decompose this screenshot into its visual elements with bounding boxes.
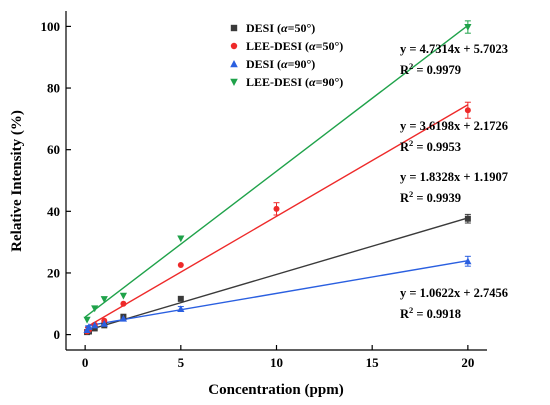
y-tick-label: 80 — [47, 81, 60, 96]
data-point — [91, 305, 99, 313]
fit-equation: y = 3.6198x + 2.1726 — [400, 119, 508, 133]
data-point — [177, 235, 185, 243]
fit-line — [84, 217, 469, 332]
data-point — [177, 261, 184, 268]
fit-equation: y = 1.0622x + 2.7456 — [400, 286, 508, 300]
legend-label: LEE-DESI (α=50°) — [246, 39, 343, 53]
y-tick-label: 40 — [47, 204, 60, 219]
data-point — [83, 316, 91, 324]
data-points — [83, 24, 472, 336]
legend-marker — [230, 24, 238, 32]
x-tick-label: 0 — [82, 355, 89, 370]
data-point — [464, 107, 471, 114]
legend-marker — [230, 60, 238, 68]
fit-r-squared: R2 = 0.9979 — [400, 61, 461, 77]
y-tick-label: 20 — [47, 265, 60, 280]
x-axis-title: Concentration (ppm) — [208, 382, 343, 398]
x-tick-label: 5 — [178, 355, 185, 370]
data-point — [273, 205, 280, 212]
data-point — [119, 292, 128, 300]
fit-r-squared: R2 = 0.9918 — [400, 305, 461, 321]
y-tick-label: 60 — [47, 142, 60, 157]
legend-marker — [230, 78, 238, 86]
data-point — [91, 321, 99, 329]
x-tick-label: 15 — [366, 355, 380, 370]
fit-lines — [84, 24, 469, 332]
data-point — [177, 305, 185, 313]
legend: DESI (α=50°) LEE-DESI (α=50°) DESI (α=90°)… — [230, 21, 343, 89]
fit-r-squared: R2 = 0.9953 — [400, 138, 461, 154]
y-tick-label: 100 — [41, 19, 61, 34]
fit-equation: y = 4.7314x + 5.7023 — [400, 42, 508, 56]
data-point — [120, 300, 127, 307]
ticks: 0 5 10 15 20 0 20 40 60 80 100 — [41, 19, 475, 370]
data-point — [100, 296, 108, 303]
data-point — [464, 24, 472, 31]
legend-marker — [230, 42, 238, 50]
annotations: y = 1.8328x + 1.1907 R2 = 0.9939 y = 3.619… — [400, 42, 508, 321]
x-tick-label: 20 — [461, 355, 474, 370]
fit-r-squared: R2 = 0.9939 — [400, 189, 461, 205]
fit-line — [85, 259, 468, 327]
fit-line — [84, 24, 469, 318]
legend-label: LEE-DESI (α=90°) — [246, 75, 343, 89]
data-point — [177, 295, 184, 302]
data-point — [464, 215, 471, 222]
data-point — [91, 325, 98, 332]
data-point — [100, 320, 108, 327]
y-axis-title: Relative Intensity (%) — [9, 110, 25, 252]
fit-equation: y = 1.8328x + 1.1907 — [400, 170, 508, 184]
x-tick-label: 10 — [270, 355, 283, 370]
data-point — [85, 323, 93, 330]
data-point — [119, 314, 128, 322]
fit-line — [84, 104, 469, 329]
legend-label: DESI (α=50°) — [246, 21, 315, 35]
data-point — [464, 257, 472, 265]
y-tick-label: 0 — [54, 327, 61, 342]
legend-label: DESI (α=90°) — [246, 57, 315, 71]
